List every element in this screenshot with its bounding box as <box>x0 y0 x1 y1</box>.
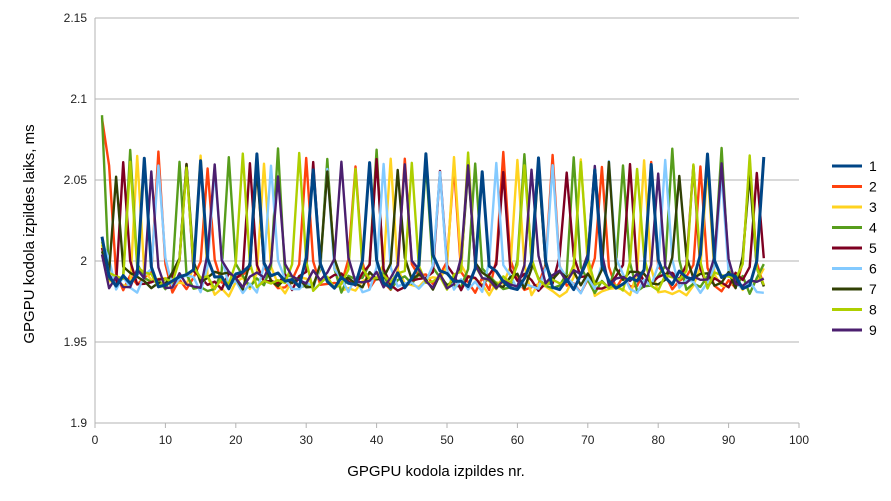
x-axis-label: GPGPU kodola izpildes nr. <box>347 463 525 480</box>
x-tick-label: 70 <box>581 433 595 447</box>
legend-label-6: 6 <box>869 261 877 277</box>
legend-label-9: 9 <box>869 322 877 338</box>
x-tick-label: 60 <box>511 433 525 447</box>
legend-label-8: 8 <box>869 302 877 318</box>
chart-grid <box>95 17 799 424</box>
y-tick-label: 1.9 <box>70 416 87 430</box>
legend-label-1: 1 <box>869 158 877 174</box>
y-axis-label: GPGPU kodola izpildes laiks, ms <box>21 124 38 343</box>
x-tick-label: 0 <box>92 433 99 447</box>
legend-label-2: 2 <box>869 179 877 195</box>
y-tick-label: 2.05 <box>64 173 88 187</box>
chart-ticks: 1.9 1.95 2 2.05 2.1 2.15 0 10 20 30 40 50 60 70 80 90 10… <box>64 11 810 447</box>
x-tick-label: 40 <box>370 433 384 447</box>
x-tick-label: 90 <box>722 433 736 447</box>
y-tick-label: 2 <box>80 254 87 268</box>
legend-label-4: 4 <box>869 220 877 236</box>
chart-series <box>100 115 766 298</box>
x-tick-label: 30 <box>300 433 314 447</box>
chart-legend: 1 2 3 4 5 6 7 8 9 <box>832 158 877 338</box>
y-tick-label: 2.1 <box>70 92 87 106</box>
x-tick-label: 20 <box>229 433 243 447</box>
y-tick-label: 2.15 <box>64 11 88 25</box>
legend-label-5: 5 <box>869 240 877 256</box>
legend-label-7: 7 <box>869 281 877 297</box>
chart-axes <box>94 18 800 428</box>
series-line-1 <box>100 152 766 292</box>
x-tick-label: 80 <box>652 433 666 447</box>
x-tick-label: 10 <box>159 433 173 447</box>
x-tick-label: 50 <box>440 433 454 447</box>
x-tick-label: 100 <box>789 433 809 447</box>
series-line-8 <box>100 151 765 292</box>
series-line-9 <box>100 160 765 290</box>
y-tick-label: 1.95 <box>64 335 88 349</box>
legend-label-3: 3 <box>869 199 877 215</box>
